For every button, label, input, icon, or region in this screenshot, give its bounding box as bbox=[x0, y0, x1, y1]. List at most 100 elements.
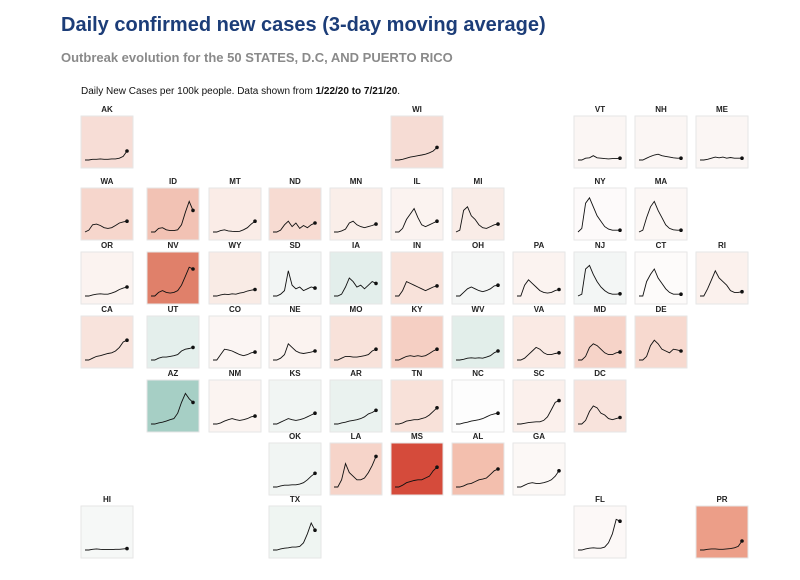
state-tile-de: DE bbox=[634, 305, 688, 369]
trend-line bbox=[334, 348, 377, 361]
state-tile-pr: PR bbox=[695, 495, 749, 559]
tile-background bbox=[329, 315, 383, 369]
latest-point bbox=[435, 347, 439, 352]
state-label: NJ bbox=[595, 241, 605, 250]
trend-line bbox=[84, 220, 128, 233]
trend-line bbox=[213, 348, 256, 361]
latest-point bbox=[496, 349, 500, 353]
latest-point bbox=[618, 519, 622, 523]
tile-background bbox=[451, 315, 505, 369]
state-tile-fl: FL bbox=[573, 495, 627, 559]
state-label: MO bbox=[350, 305, 363, 314]
latest-point bbox=[253, 219, 257, 223]
latest-point bbox=[435, 284, 439, 288]
state-tile-ma: MA bbox=[634, 177, 688, 241]
state-label: CO bbox=[229, 305, 241, 314]
trend-line bbox=[577, 264, 621, 297]
trend-line bbox=[395, 407, 438, 425]
trend-line bbox=[455, 206, 499, 233]
latest-point bbox=[496, 411, 500, 416]
tile-background bbox=[512, 251, 566, 305]
state-tile-tn: TN bbox=[390, 369, 444, 433]
caption-date-range: 1/22/20 to 7/21/20 bbox=[315, 86, 398, 97]
trend-line bbox=[85, 548, 128, 551]
state-tile-ca: CA bbox=[80, 305, 134, 369]
state-label: AK bbox=[101, 105, 113, 114]
trend-line bbox=[273, 472, 316, 488]
state-label: WY bbox=[229, 241, 243, 250]
state-label: TX bbox=[290, 495, 301, 504]
state-label: SD bbox=[289, 241, 300, 250]
state-tile-id: ID bbox=[146, 177, 200, 241]
latest-point bbox=[679, 292, 683, 297]
tile-background bbox=[695, 251, 749, 305]
trend-line bbox=[456, 350, 499, 361]
state-label: NV bbox=[167, 241, 179, 250]
state-tile-mn: MN bbox=[329, 177, 383, 241]
state-label: MA bbox=[655, 177, 668, 186]
state-tile-in: IN bbox=[390, 241, 444, 305]
state-tile-ny: NY bbox=[573, 177, 627, 241]
state-label: DC bbox=[594, 369, 606, 378]
state-tile-ok: OK bbox=[268, 432, 322, 496]
latest-point bbox=[679, 349, 683, 353]
state-label: OR bbox=[101, 241, 113, 250]
trend-line bbox=[578, 343, 621, 361]
latest-point bbox=[374, 281, 378, 286]
state-tile-mi: MI bbox=[451, 177, 505, 241]
latest-point bbox=[125, 149, 129, 153]
tile-background bbox=[451, 187, 505, 241]
trend-line bbox=[213, 289, 256, 297]
trend-line bbox=[395, 466, 438, 488]
state-label: MT bbox=[229, 177, 241, 186]
trend-line bbox=[85, 150, 128, 161]
latest-point bbox=[618, 415, 622, 420]
state-tile-nm: NM bbox=[208, 369, 262, 433]
latest-point bbox=[191, 267, 195, 271]
state-tile-va: VA bbox=[512, 305, 566, 369]
state-label: CA bbox=[101, 305, 113, 314]
trend-line bbox=[273, 521, 316, 551]
tile-background bbox=[573, 187, 627, 241]
state-label: AL bbox=[473, 432, 484, 441]
state-tile-nh: NH bbox=[634, 105, 688, 169]
trend-line bbox=[639, 268, 681, 297]
trend-line bbox=[85, 339, 128, 361]
latest-point bbox=[125, 285, 129, 289]
state-label: NE bbox=[289, 305, 301, 314]
state-label: MD bbox=[594, 305, 607, 314]
state-label: ND bbox=[289, 177, 301, 186]
state-label: ID bbox=[169, 177, 177, 186]
state-tile-pa: PA bbox=[512, 241, 566, 305]
tile-background bbox=[329, 442, 383, 496]
state-tile-or: OR bbox=[80, 241, 134, 305]
state-label: MI bbox=[474, 177, 483, 186]
state-label: MN bbox=[350, 177, 363, 186]
chart-title: Daily confirmed new cases (3-day moving … bbox=[61, 14, 546, 36]
latest-point bbox=[557, 287, 561, 292]
state-tile-sd: SD bbox=[268, 241, 322, 305]
state-tile-wy: WY bbox=[208, 241, 262, 305]
state-label: WA bbox=[101, 177, 114, 186]
state-tile-nc: NC bbox=[451, 369, 505, 433]
state-label: WI bbox=[412, 105, 422, 114]
latest-point bbox=[679, 228, 683, 232]
state-label: NC bbox=[472, 369, 484, 378]
trend-line bbox=[151, 266, 194, 297]
latest-point bbox=[496, 283, 500, 288]
state-tile-ia: IA bbox=[329, 241, 383, 305]
chart-subtitle: Outbreak evolution for the 50 STATES, D.… bbox=[61, 50, 453, 65]
latest-point bbox=[679, 156, 683, 160]
state-tile-wa: WA bbox=[80, 177, 134, 241]
trend-line bbox=[395, 207, 438, 233]
state-tile-nj: NJ bbox=[573, 241, 627, 305]
chart-caption: Daily New Cases per 100k people. Data sh… bbox=[81, 86, 400, 97]
tile-background bbox=[80, 187, 134, 241]
latest-point bbox=[191, 208, 195, 213]
caption-prefix: Daily New Cases per 100k people. Data sh… bbox=[81, 86, 316, 97]
latest-point bbox=[313, 528, 317, 532]
tile-background bbox=[634, 187, 688, 241]
trend-line bbox=[578, 155, 621, 161]
state-label: IL bbox=[413, 177, 420, 186]
state-label: RI bbox=[718, 241, 726, 250]
